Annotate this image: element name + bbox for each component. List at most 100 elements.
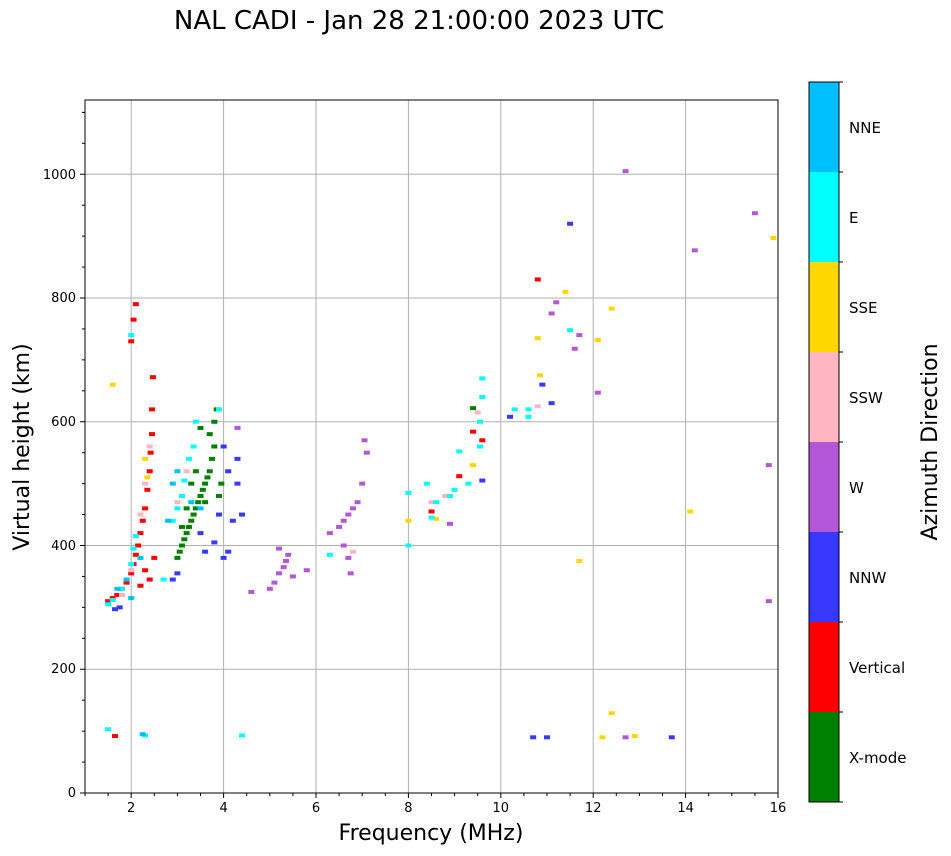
y-tick-label: 800 bbox=[51, 291, 76, 306]
data-point bbox=[668, 735, 675, 740]
series-sse bbox=[109, 235, 777, 740]
data-point bbox=[132, 302, 139, 307]
colorbar-label: W bbox=[849, 479, 864, 497]
data-point bbox=[179, 494, 186, 498]
data-point bbox=[128, 562, 135, 567]
data-point bbox=[456, 449, 463, 454]
colorbar-segment bbox=[809, 172, 839, 262]
data-point bbox=[109, 597, 116, 602]
colorbar-label: E bbox=[849, 209, 858, 227]
data-point bbox=[363, 450, 370, 455]
data-point bbox=[326, 552, 333, 557]
data-point bbox=[234, 456, 241, 461]
data-point bbox=[326, 531, 333, 536]
data-point bbox=[218, 481, 225, 486]
x-tick-label: 12 bbox=[585, 801, 602, 816]
data-point bbox=[567, 328, 574, 333]
data-point bbox=[142, 481, 149, 486]
data-point bbox=[202, 549, 209, 554]
data-point bbox=[215, 512, 222, 517]
data-point bbox=[112, 734, 119, 739]
plot-frame bbox=[84, 99, 779, 794]
data-point bbox=[128, 339, 135, 344]
data-point bbox=[123, 577, 130, 582]
colorbar-label: X-mode bbox=[849, 749, 906, 767]
data-point bbox=[571, 346, 578, 351]
data-point bbox=[190, 444, 197, 449]
data-point bbox=[770, 235, 777, 240]
data-point bbox=[507, 414, 514, 419]
data-point bbox=[479, 376, 486, 381]
data-point bbox=[137, 512, 144, 517]
y-tick-label: 400 bbox=[51, 539, 76, 554]
data-point bbox=[174, 506, 181, 511]
data-point bbox=[349, 549, 356, 554]
colorbar-label: NNE bbox=[849, 119, 881, 137]
data-point bbox=[576, 558, 583, 563]
data-point bbox=[340, 518, 347, 523]
data-point bbox=[229, 518, 236, 523]
series-e bbox=[105, 328, 574, 738]
data-point bbox=[765, 599, 772, 604]
data-point bbox=[239, 512, 246, 517]
colorbar-segment bbox=[809, 622, 839, 712]
data-point bbox=[183, 506, 190, 511]
data-point bbox=[271, 580, 278, 585]
x-tick-label: 6 bbox=[312, 801, 320, 816]
colorbar bbox=[809, 81, 843, 803]
data-point bbox=[169, 577, 176, 582]
data-point bbox=[239, 733, 246, 738]
data-point bbox=[765, 463, 772, 468]
data-point bbox=[181, 537, 188, 542]
data-point bbox=[192, 506, 199, 511]
data-point bbox=[562, 289, 569, 294]
data-point bbox=[433, 516, 440, 521]
data-point bbox=[123, 580, 130, 585]
data-point bbox=[197, 531, 204, 536]
data-point bbox=[137, 555, 144, 560]
x-tick-label: 8 bbox=[404, 801, 412, 816]
data-point bbox=[691, 248, 698, 253]
data-point bbox=[594, 390, 601, 395]
data-point bbox=[631, 734, 638, 739]
data-point bbox=[361, 438, 368, 443]
data-point bbox=[137, 531, 144, 536]
data-point bbox=[185, 456, 192, 461]
x-tick-label: 16 bbox=[770, 801, 787, 816]
data-point bbox=[135, 543, 142, 548]
data-point bbox=[530, 735, 537, 740]
x-tick-label: 2 bbox=[127, 801, 135, 816]
data-point bbox=[553, 300, 560, 305]
data-point bbox=[446, 494, 453, 498]
y-tick-label: 200 bbox=[51, 662, 76, 677]
colorbar-segment bbox=[809, 82, 839, 172]
data-point bbox=[181, 478, 188, 483]
axis-ticks bbox=[80, 111, 779, 798]
data-point bbox=[211, 540, 218, 545]
data-point bbox=[142, 568, 149, 573]
data-point bbox=[179, 524, 186, 529]
colorbar-segment bbox=[809, 442, 839, 532]
data-point bbox=[470, 463, 477, 468]
data-point bbox=[132, 552, 139, 557]
colorbar-label: SSW bbox=[849, 389, 883, 407]
data-point bbox=[197, 506, 204, 511]
data-point bbox=[118, 586, 125, 591]
data-point bbox=[116, 605, 123, 610]
data-point bbox=[137, 583, 144, 588]
data-point bbox=[188, 500, 195, 505]
colorbar-label: Vertical bbox=[849, 659, 905, 677]
x-tick-label: 10 bbox=[493, 801, 510, 816]
data-point bbox=[234, 481, 241, 486]
data-point bbox=[340, 543, 347, 548]
data-point bbox=[433, 500, 440, 505]
data-point bbox=[405, 490, 412, 495]
colorbar-segment bbox=[809, 712, 839, 802]
series-nne bbox=[114, 469, 204, 737]
data-point bbox=[204, 475, 211, 480]
data-point bbox=[446, 521, 453, 526]
data-point bbox=[169, 518, 176, 523]
data-point bbox=[548, 401, 555, 406]
data-point bbox=[188, 481, 195, 486]
